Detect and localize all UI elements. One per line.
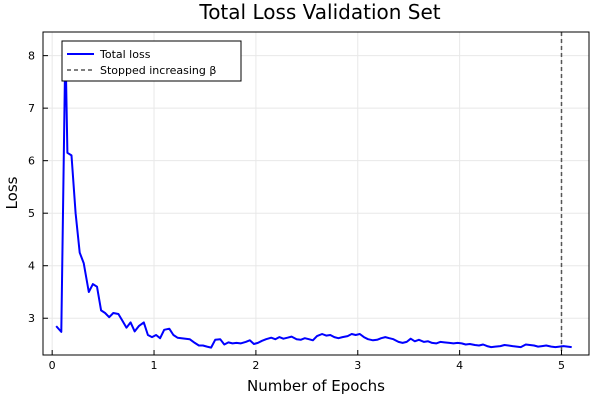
plot-area bbox=[55, 32, 572, 355]
x-tick-label: 5 bbox=[558, 359, 565, 372]
y-tick-label: 3 bbox=[28, 312, 35, 325]
x-tick-label: 4 bbox=[456, 359, 463, 372]
x-ticks: 0 1 2 3 4 5 bbox=[49, 350, 565, 372]
x-tick-label: 0 bbox=[49, 359, 56, 372]
y-tick-label: 6 bbox=[28, 155, 35, 168]
legend-box bbox=[61, 40, 242, 82]
y-axis-label: Loss bbox=[3, 176, 21, 209]
legend-label-total-loss: Total loss bbox=[99, 48, 151, 61]
y-ticks: 3 4 5 6 7 8 bbox=[28, 50, 48, 325]
chart-title: Total Loss Validation Set bbox=[198, 0, 440, 24]
x-axis-label: Number of Epochs bbox=[247, 377, 385, 395]
x-tick-label: 3 bbox=[354, 359, 361, 372]
y-tick-label: 4 bbox=[28, 260, 35, 273]
series-line-total-loss bbox=[55, 41, 572, 349]
y-tick-label: 8 bbox=[28, 50, 35, 63]
legend: Total loss Stopped increasing β bbox=[61, 40, 242, 82]
x-tick-label: 1 bbox=[151, 359, 158, 372]
legend-label-stopped: Stopped increasing β bbox=[100, 64, 216, 77]
plot-frame bbox=[42, 31, 590, 356]
y-tick-label: 7 bbox=[28, 102, 35, 115]
x-tick-label: 2 bbox=[252, 359, 259, 372]
y-tick-label: 5 bbox=[28, 207, 35, 220]
